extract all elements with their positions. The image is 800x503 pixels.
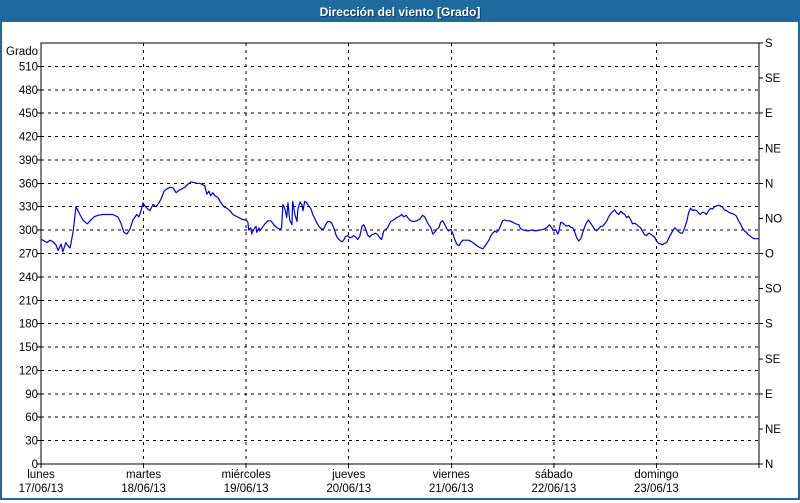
date-label: 20/06/13 bbox=[326, 483, 371, 495]
compass-label: NE bbox=[765, 143, 781, 155]
y-axis-tick-label: 240 bbox=[19, 272, 38, 284]
wind-direction-chart: 5104804504203903603303002702402101801501… bbox=[6, 38, 782, 495]
chart-area: 510 480 450 420 390 360 330 300 270 240 210 180 150 1… bbox=[2, 22, 798, 498]
day-label: jueves bbox=[331, 469, 365, 481]
compass-label: E bbox=[765, 108, 773, 120]
compass-label: S bbox=[765, 319, 773, 331]
y-axis-title: Grado bbox=[6, 46, 38, 58]
compass-label: O bbox=[765, 249, 774, 261]
y-axis-tick-label: 150 bbox=[19, 342, 38, 354]
day-label: sábado bbox=[535, 469, 573, 481]
day-label: viernes bbox=[433, 469, 470, 481]
y-axis-tick-label: 180 bbox=[19, 319, 38, 331]
y-axis-tick-label: 330 bbox=[19, 202, 38, 214]
y-axis-tick-label: 30 bbox=[25, 436, 38, 448]
window-title: Dirección del viento [Grado] bbox=[2, 2, 798, 22]
y-axis-tick-label: 510 bbox=[19, 61, 38, 73]
compass-label: NE bbox=[765, 424, 781, 436]
date-label: 17/06/13 bbox=[19, 483, 64, 495]
compass-label: SO bbox=[765, 284, 782, 296]
y-axis-tick-label: 480 bbox=[19, 85, 38, 97]
y-axis-tick-label: 0 bbox=[32, 459, 38, 471]
date-label: 22/06/13 bbox=[531, 483, 576, 495]
compass-label: N bbox=[765, 459, 773, 471]
day-label: miércoles bbox=[222, 469, 271, 481]
day-label: lunes bbox=[27, 469, 55, 481]
y-axis-tick-label: 390 bbox=[19, 155, 38, 167]
date-label: 21/06/13 bbox=[429, 483, 474, 495]
date-label: 23/06/13 bbox=[634, 483, 679, 495]
y-axis-tick-label: 90 bbox=[25, 389, 38, 401]
date-label: 18/06/13 bbox=[121, 483, 166, 495]
compass-label: E bbox=[765, 389, 773, 401]
compass-label: S bbox=[765, 38, 773, 50]
y-axis-tick-label: 60 bbox=[25, 412, 38, 424]
compass-label: NO bbox=[765, 213, 782, 225]
y-axis-tick-label: 270 bbox=[19, 249, 38, 261]
compass-label: N bbox=[765, 178, 773, 190]
day-label: martes bbox=[126, 469, 161, 481]
y-axis-tick-label: 210 bbox=[19, 295, 38, 307]
date-label: 19/06/13 bbox=[224, 483, 269, 495]
compass-label: SE bbox=[765, 73, 781, 85]
y-axis-tick-label: 120 bbox=[19, 365, 38, 377]
y-axis-tick-label: 300 bbox=[19, 225, 38, 237]
day-label: domingo bbox=[634, 469, 678, 481]
plot-border bbox=[40, 42, 760, 465]
compass-label: SE bbox=[765, 354, 781, 366]
y-axis-tick-label: 450 bbox=[19, 108, 38, 120]
y-axis-tick-label: 360 bbox=[19, 178, 38, 190]
series-line bbox=[40, 181, 760, 253]
y-axis-tick-label: 420 bbox=[19, 132, 38, 144]
